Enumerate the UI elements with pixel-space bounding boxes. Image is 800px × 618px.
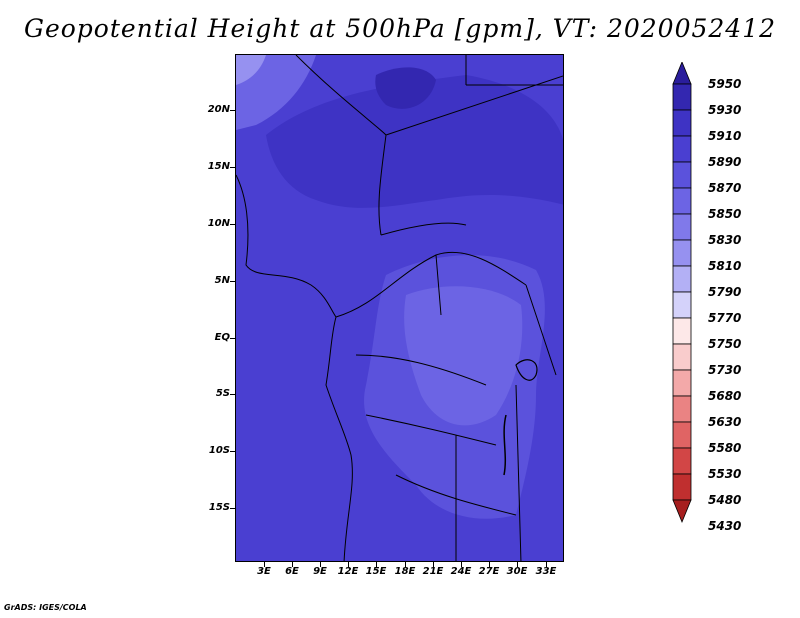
colorbar-swatch xyxy=(672,369,692,397)
lat-tick-label: 5S xyxy=(215,388,230,399)
colorbar-swatch xyxy=(672,213,692,241)
colorbar-swatch xyxy=(672,83,692,111)
lon-tick-mark xyxy=(292,562,293,567)
geopotential-field xyxy=(236,55,563,561)
colorbar-swatches xyxy=(672,60,692,524)
colorbar-swatch xyxy=(672,343,692,371)
field-5930 xyxy=(375,67,436,109)
colorbar-level-label: 5630 xyxy=(708,415,742,429)
field-5850 xyxy=(404,286,523,426)
colorbar-swatch xyxy=(672,187,692,215)
colorbar-swatch xyxy=(672,395,692,423)
coastline xyxy=(236,174,353,561)
colorbar xyxy=(672,60,692,562)
lat-tick-mark xyxy=(230,338,235,339)
lat-tick-label: 15N xyxy=(207,161,230,172)
colorbar-level-label: 5850 xyxy=(708,207,742,221)
lat-tick-mark xyxy=(230,451,235,452)
colorbar-level-label: 5770 xyxy=(708,311,742,325)
map-title: Geopotential Height at 500hPa [gpm], VT:… xyxy=(23,14,777,43)
lon-tick-label: 9E xyxy=(313,566,327,577)
colorbar-swatch xyxy=(672,265,692,293)
colorbar-level-label: 5910 xyxy=(708,129,742,143)
lon-tick-label: 3E xyxy=(257,566,271,577)
lat-tick-label: 15S xyxy=(208,502,230,513)
lon-tick-label: 15E xyxy=(365,566,387,577)
borders-north xyxy=(295,55,563,236)
lon-tick-label: 12E xyxy=(337,566,359,577)
lat-tick-mark xyxy=(230,281,235,282)
colorbar-level-label: 5680 xyxy=(708,389,742,403)
lon-tick-mark xyxy=(489,562,490,567)
colorbar-level-label: 5870 xyxy=(708,181,742,195)
colorbar-swatch xyxy=(672,473,692,501)
lon-tick-label: 6E xyxy=(285,566,299,577)
lon-tick-mark xyxy=(376,562,377,567)
colorbar-swatch xyxy=(672,60,692,85)
lake-tanganyika xyxy=(503,414,507,476)
lat-tick-label: EQ xyxy=(214,332,230,343)
colorbar-swatch xyxy=(672,421,692,449)
lon-tick-label: 27E xyxy=(478,566,500,577)
colorbar-swatch xyxy=(672,161,692,189)
lat-tick-mark xyxy=(230,508,235,509)
borders-central xyxy=(335,251,557,561)
map-panel xyxy=(235,54,564,562)
colorbar-level-label: 5580 xyxy=(708,441,742,455)
colorbar-level-label: 5730 xyxy=(708,363,742,377)
colorbar-level-label: 5830 xyxy=(708,233,742,247)
colorbar-level-label: 5790 xyxy=(708,285,742,299)
lat-tick-mark xyxy=(230,110,235,111)
lat-tick-mark xyxy=(230,167,235,168)
lon-tick-mark xyxy=(320,562,321,567)
colorbar-swatch xyxy=(672,447,692,475)
colorbar-swatch xyxy=(672,135,692,163)
lon-tick-mark xyxy=(517,562,518,567)
colorbar-level-label: 5430 xyxy=(708,519,742,533)
lat-tick-label: 20N xyxy=(207,104,230,115)
lat-tick-mark xyxy=(230,394,235,395)
lat-tick-label: 10N xyxy=(207,218,230,229)
lon-tick-mark xyxy=(546,562,547,567)
lat-tick-label: 10S xyxy=(208,445,230,456)
lon-tick-label: 30E xyxy=(506,566,528,577)
colorbar-level-label: 5530 xyxy=(708,467,742,481)
lat-tick-mark xyxy=(230,224,235,225)
lon-tick-label: 18E xyxy=(394,566,416,577)
colorbar-swatch xyxy=(672,109,692,137)
lon-tick-mark xyxy=(348,562,349,567)
lon-tick-mark xyxy=(405,562,406,567)
colorbar-level-label: 5930 xyxy=(708,103,742,117)
lat-tick-label: 5N xyxy=(214,275,230,286)
lon-tick-label: 24E xyxy=(450,566,472,577)
colorbar-level-label: 5480 xyxy=(708,493,742,507)
colorbar-level-label: 5950 xyxy=(708,77,742,91)
colorbar-level-label: 5810 xyxy=(708,259,742,273)
colorbar-swatch xyxy=(672,291,692,319)
colorbar-swatch xyxy=(672,239,692,267)
lake-victoria xyxy=(515,359,538,381)
colorbar-level-label: 5890 xyxy=(708,155,742,169)
lon-tick-mark xyxy=(461,562,462,567)
credit-text: GrADS: IGES/COLA xyxy=(4,603,87,612)
lon-tick-mark xyxy=(433,562,434,567)
lon-tick-label: 21E xyxy=(422,566,444,577)
lon-tick-mark xyxy=(264,562,265,567)
colorbar-swatch xyxy=(672,499,692,524)
colorbar-level-label: 5750 xyxy=(708,337,742,351)
field-5850-nw xyxy=(236,55,316,130)
lon-tick-label: 33E xyxy=(535,566,557,577)
field-5910 xyxy=(266,75,563,208)
colorbar-swatch xyxy=(672,317,692,345)
field-5830-nw xyxy=(236,55,266,85)
